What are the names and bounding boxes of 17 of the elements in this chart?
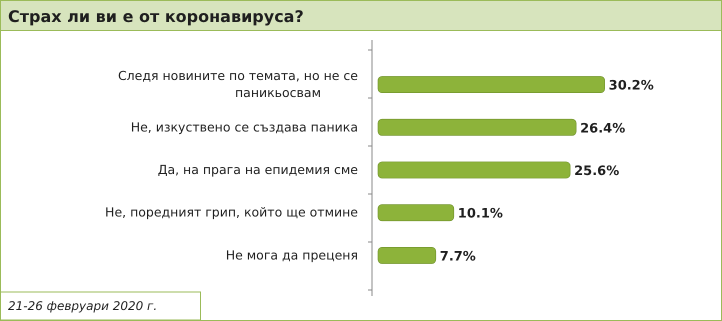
text: 21-26 февруари 2020 г. <box>8 299 158 313</box>
bar <box>378 204 454 222</box>
data-label: 26.4% <box>580 121 626 136</box>
y-tick-label: Не мога да преценя <box>226 247 358 262</box>
text: Страх ли ви е от коронавируса? <box>8 7 304 26</box>
bar <box>378 246 436 264</box>
bar <box>378 118 576 136</box>
data-label: 10.1% <box>458 206 503 222</box>
data-label: 30.2% <box>608 78 654 94</box>
bar <box>378 76 605 94</box>
y-tick-label: Не, изкуствено се създава паника <box>130 119 358 134</box>
data-label: 7.7% <box>440 249 476 264</box>
y-tick-label: Да, на прага на епидемия сме <box>158 162 358 177</box>
bar <box>378 162 570 178</box>
data-label: 25.6% <box>574 164 620 179</box>
y-tick-label: Следя новините по темата, но не се паникьосвам <box>118 68 358 100</box>
y-tick-label: Не, поредният грип, който ще отмине <box>105 204 358 220</box>
